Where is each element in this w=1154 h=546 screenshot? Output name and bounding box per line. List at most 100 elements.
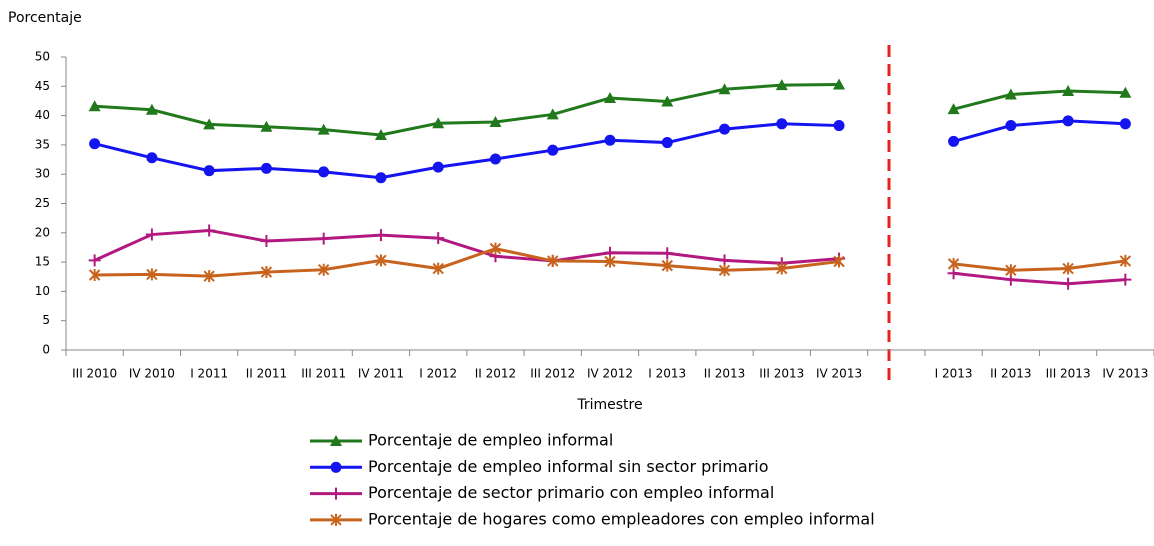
y-tick-label: 35 — [35, 137, 50, 151]
marker — [88, 268, 101, 281]
x-tick-label: IV 2013 — [1102, 367, 1148, 381]
marker — [661, 95, 674, 107]
x-tick-label: IV 2010 — [129, 367, 175, 381]
x-tick-label: II 2013 — [704, 367, 745, 381]
x-tick-label: I 2013 — [935, 367, 973, 381]
marker — [146, 268, 158, 281]
y-tick-label: 40 — [35, 108, 50, 122]
series-line — [94, 247, 1126, 278]
marker — [374, 229, 387, 242]
marker — [260, 266, 273, 279]
marker — [604, 255, 616, 268]
marker — [489, 242, 502, 255]
series-line — [94, 83, 1126, 137]
x-tick-label: III 2011 — [301, 367, 346, 381]
marker — [833, 120, 845, 132]
marker — [948, 135, 960, 147]
marker — [317, 232, 330, 245]
marker — [330, 461, 342, 473]
marker — [330, 487, 342, 500]
marker — [1062, 262, 1074, 275]
marker — [489, 153, 501, 165]
marker — [432, 262, 444, 275]
marker — [260, 162, 272, 174]
marker — [1062, 115, 1074, 127]
marker — [776, 262, 788, 275]
marker — [330, 435, 342, 446]
marker — [489, 116, 502, 128]
marker — [146, 152, 158, 164]
marker — [604, 92, 616, 104]
series-line — [94, 119, 1126, 180]
legend-label: Porcentaje de hogares como empleadores c… — [368, 509, 875, 528]
marker — [546, 108, 559, 120]
x-tick-label: IV 2013 — [816, 367, 862, 381]
marker — [432, 117, 445, 129]
marker — [661, 259, 673, 272]
x-tick-label: I 2012 — [419, 367, 457, 381]
marker — [947, 257, 960, 270]
legend-label: Porcentaje de sector primario con empleo… — [368, 483, 774, 502]
marker — [375, 172, 387, 184]
x-tick-label: IV 2012 — [587, 367, 633, 381]
y-tick-label: 5 — [42, 313, 50, 327]
marker — [661, 137, 673, 149]
marker — [260, 235, 273, 248]
marker — [318, 166, 330, 178]
marker — [1119, 86, 1132, 98]
x-tick-label: I 2013 — [648, 367, 686, 381]
marker — [203, 270, 215, 283]
marker — [330, 513, 342, 526]
marker — [1062, 84, 1075, 96]
marker — [374, 128, 387, 140]
marker — [89, 138, 101, 150]
marker — [547, 254, 559, 267]
marker — [719, 123, 731, 135]
marker — [1119, 254, 1132, 267]
y-tick-label: 10 — [35, 284, 50, 298]
y-tick-label: 50 — [35, 50, 50, 64]
marker — [145, 228, 158, 241]
marker — [1119, 118, 1131, 130]
x-tick-label: II 2011 — [246, 367, 287, 381]
legend-label: Porcentaje de empleo informal sin sector… — [368, 457, 768, 476]
marker — [203, 118, 216, 130]
x-tick-label: II 2012 — [475, 367, 516, 381]
marker — [947, 103, 960, 115]
x-tick-label: III 2013 — [1046, 367, 1091, 381]
marker — [432, 161, 444, 173]
marker — [775, 79, 788, 91]
marker — [317, 263, 330, 276]
x-tick-label: III 2013 — [759, 367, 804, 381]
marker — [260, 120, 273, 132]
y-tick-label: 15 — [35, 255, 50, 269]
marker — [203, 165, 215, 177]
x-tick-label: I 2011 — [190, 367, 228, 381]
marker — [718, 264, 731, 277]
marker — [1005, 264, 1017, 277]
x-tick-label: III 2010 — [72, 367, 117, 381]
marker — [661, 247, 674, 260]
marker — [833, 255, 845, 268]
y-tick-label: 30 — [35, 167, 50, 181]
marker — [547, 144, 559, 156]
marker — [776, 118, 788, 130]
marker — [432, 232, 445, 245]
y-tick-label: 20 — [35, 225, 50, 239]
marker — [317, 123, 330, 135]
x-axis-label: Trimestre — [576, 397, 642, 413]
marker — [1005, 120, 1017, 132]
marker — [833, 78, 846, 90]
series-line — [94, 228, 1126, 286]
legend-label: Porcentaje de empleo informal — [368, 431, 613, 450]
marker — [203, 224, 216, 237]
marker — [1062, 277, 1075, 290]
y-tick-label: 0 — [42, 343, 50, 357]
marker — [375, 254, 387, 267]
x-tick-label: IV 2011 — [358, 367, 404, 381]
y-tick-label: 25 — [35, 196, 50, 210]
y-axis-label: Porcentaje — [8, 10, 82, 26]
marker — [88, 100, 101, 112]
marker — [1119, 273, 1132, 286]
